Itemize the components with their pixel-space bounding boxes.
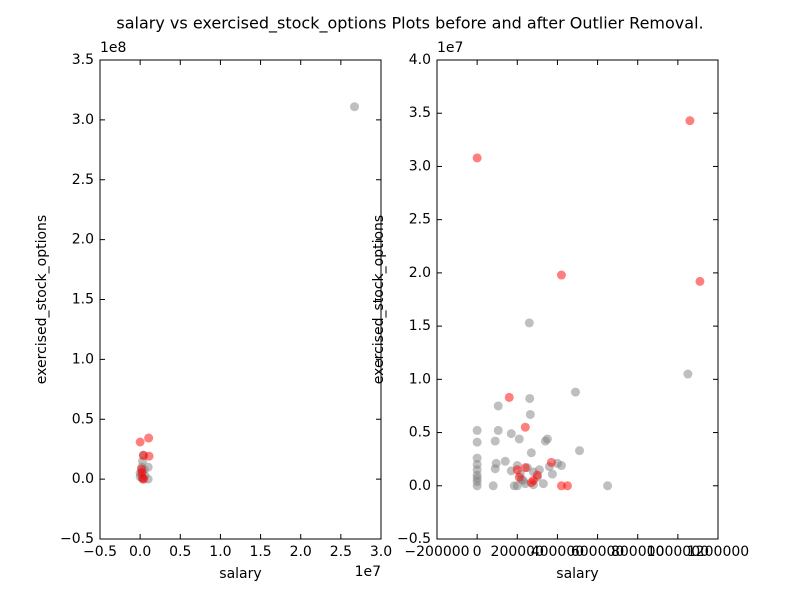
scatter-point <box>139 450 149 460</box>
y-tick-label: 0.0 <box>409 478 431 494</box>
x-tick-label: −0.5 <box>83 544 117 560</box>
scatter-point <box>488 481 498 491</box>
scatter-point <box>520 422 530 432</box>
y-tick-label: −0.5 <box>397 531 431 547</box>
scatter-point <box>525 393 535 403</box>
scatter-point <box>512 465 522 475</box>
y-tick-label: 2.0 <box>72 232 94 248</box>
scatter-point <box>538 479 548 489</box>
scatter-point <box>542 434 552 444</box>
x-tick-label: 0.5 <box>169 544 191 560</box>
scatter-point <box>506 429 516 439</box>
y-tick-label: 0.0 <box>72 471 94 487</box>
y-tick-label: 3.5 <box>72 52 94 68</box>
x-axis-label: salary <box>219 566 261 582</box>
x-tick-label: 600000 <box>571 544 624 560</box>
scatter-point <box>520 463 530 473</box>
scatter-point <box>472 453 482 463</box>
scatter-point <box>532 470 542 480</box>
scatter-point <box>525 409 535 419</box>
scatter-point <box>493 401 503 411</box>
axes-frame <box>436 59 719 540</box>
y-tick-label: 3.0 <box>72 112 94 128</box>
x-tick-label: 800000 <box>611 544 664 560</box>
x-tick-label: 200000 <box>491 544 544 560</box>
y-tick-label: 0.5 <box>72 411 94 427</box>
scatter-point <box>575 446 585 456</box>
x-tick-label: 1.0 <box>209 544 231 560</box>
y-tick-label: 4.0 <box>409 52 431 68</box>
scatter-point <box>562 481 572 491</box>
x-tick-label: 0 <box>473 544 482 560</box>
x-tick-label: 2.5 <box>330 544 352 560</box>
y-tick-label: 3.0 <box>409 158 431 174</box>
x-axis-label: salary <box>556 566 598 582</box>
y-axis-label: exercised_stock_options <box>34 215 50 384</box>
scatter-point <box>350 102 360 112</box>
scatter-point <box>685 116 695 126</box>
x-tick-label: 1200000 <box>687 544 749 560</box>
scatter-point <box>144 433 154 443</box>
x-tick-label: 400000 <box>531 544 584 560</box>
scatter-point <box>526 448 536 458</box>
y-tick-label: 2.5 <box>409 212 431 228</box>
y-tick-label: 1.5 <box>72 292 94 308</box>
scatter-point <box>603 481 613 491</box>
scatter-point <box>546 457 556 467</box>
y-offset-label: 1e8 <box>100 40 126 56</box>
scatter-point <box>472 481 482 491</box>
y-tick-label: −0.5 <box>60 531 94 547</box>
x-tick-label: 1000000 <box>647 544 709 560</box>
x-tick-label: 2.0 <box>290 544 312 560</box>
y-axis-label: exercised_stock_options <box>371 215 387 384</box>
scatter-point <box>695 276 705 286</box>
y-tick-label: 1.0 <box>409 371 431 387</box>
axes-frame <box>99 59 382 540</box>
scatter-point <box>472 425 482 435</box>
y-tick-label: 2.0 <box>409 265 431 281</box>
scatter-point <box>514 472 524 482</box>
x-tick-label: 1.5 <box>249 544 271 560</box>
x-offset-label: 1e7 <box>355 564 381 580</box>
y-offset-label: 1e7 <box>437 40 463 56</box>
scatter-point <box>683 369 693 379</box>
scatter-point <box>504 392 514 402</box>
scatter-point <box>135 437 145 447</box>
scatter-point <box>500 456 510 466</box>
y-tick-label: 3.5 <box>409 105 431 121</box>
scatter-point <box>472 437 482 447</box>
scatter-point <box>514 434 524 444</box>
scatter-point <box>556 461 566 471</box>
scatter-point <box>524 318 534 328</box>
scatter-point <box>570 387 580 397</box>
y-tick-label: 0.5 <box>409 425 431 441</box>
y-tick-label: 2.5 <box>72 172 94 188</box>
figure-title: salary vs exercised_stock_options Plots … <box>116 14 703 34</box>
y-tick-label: 1.5 <box>409 318 431 334</box>
scatter-point <box>490 436 500 446</box>
scatter-point <box>472 153 482 163</box>
scatter-point <box>491 458 501 468</box>
x-tick-label: 3.0 <box>370 544 392 560</box>
scatter-point <box>493 425 503 435</box>
scatter-point <box>547 469 557 479</box>
scatter-point <box>138 473 148 483</box>
x-tick-label: 0.0 <box>129 544 151 560</box>
x-tick-label: −200000 <box>404 544 469 560</box>
scatter-point <box>556 270 566 280</box>
y-tick-label: 1.0 <box>72 351 94 367</box>
